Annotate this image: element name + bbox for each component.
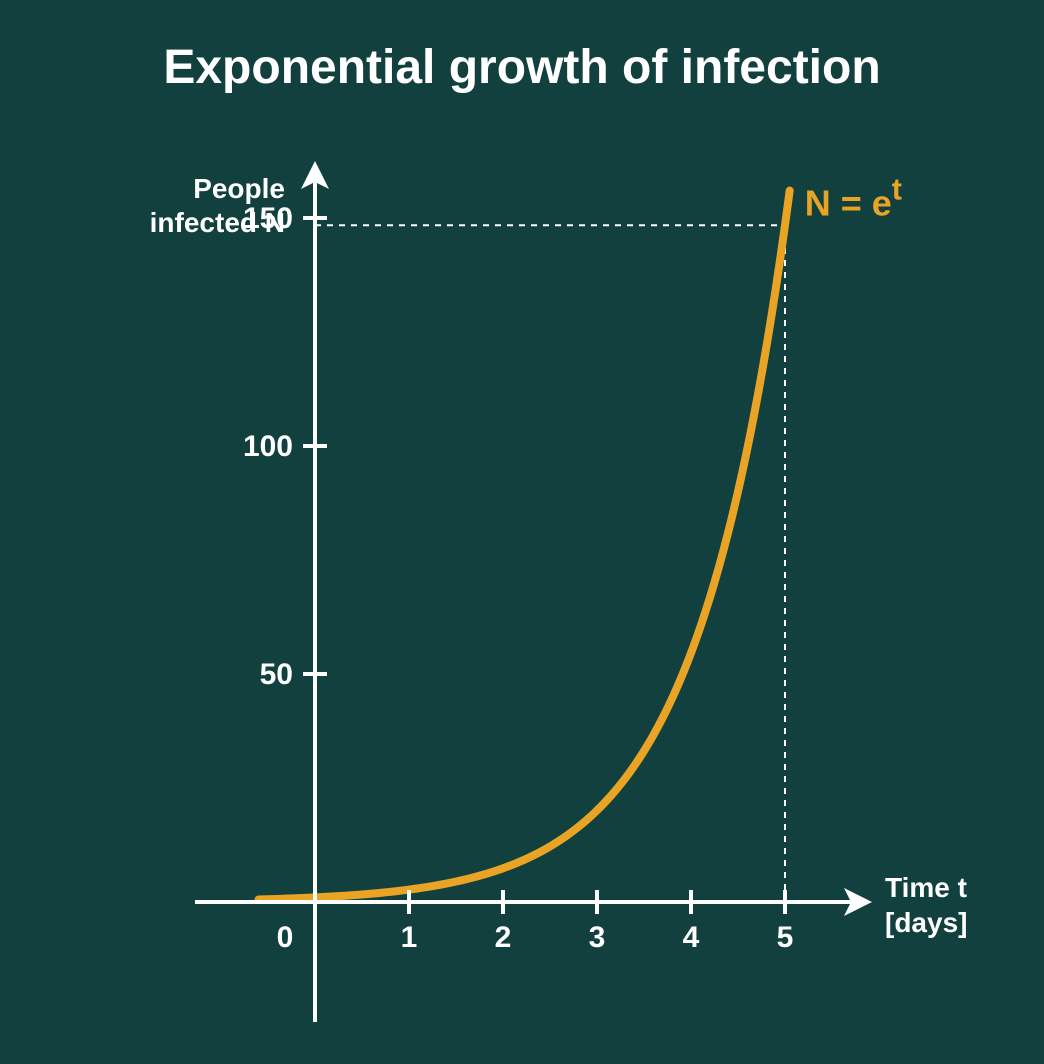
chart-svg: 01234550100150Peopleinfected NTime t[day…: [0, 0, 1044, 1064]
x-tick-label: 3: [589, 921, 606, 954]
x-axis-label-line2: [days]: [885, 907, 967, 938]
y-axis-label-line1: People: [193, 173, 285, 204]
x-tick-label: 2: [495, 921, 512, 954]
curve-label: N = et: [805, 172, 902, 223]
x-tick-label: 5: [777, 921, 794, 954]
x-tick-label: 1: [401, 921, 418, 954]
x-tick-label: 4: [683, 921, 700, 954]
exponential-curve: [259, 191, 790, 900]
chart-container: Exponential growth of infection 01234550…: [0, 0, 1044, 1064]
x-tick-label: 0: [277, 921, 294, 954]
y-tick-label: 100: [243, 430, 293, 463]
y-axis-label-line2: infected N: [150, 207, 285, 238]
y-tick-label: 50: [260, 658, 293, 691]
x-axis-label-line1: Time t: [885, 872, 967, 903]
